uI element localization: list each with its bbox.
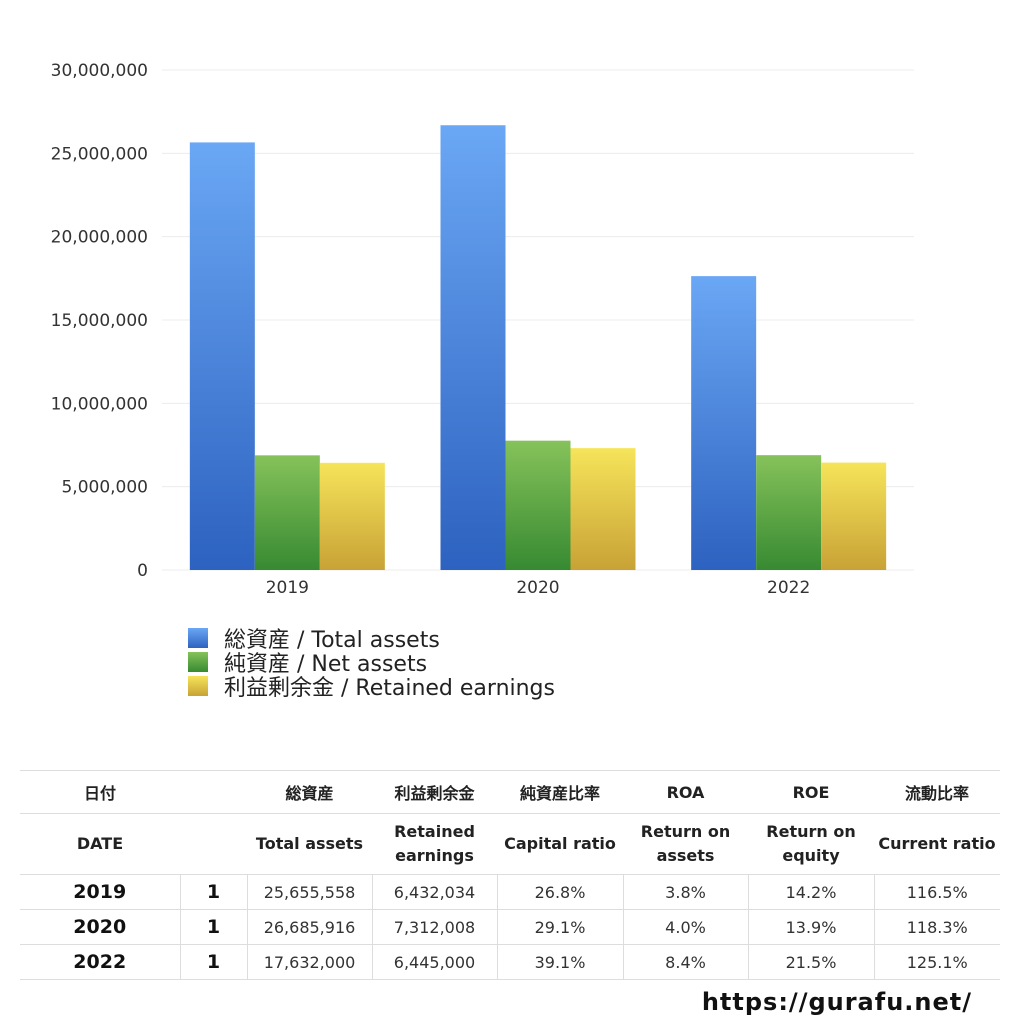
table-cell: 13.9% <box>747 909 875 945</box>
legend-swatch-retained-earnings <box>188 676 208 696</box>
table-cell: 116.5% <box>873 874 1000 910</box>
table-cell: 21.5% <box>747 944 875 980</box>
bar-total-assets <box>189 142 255 571</box>
legend-label: 純資産 / Net assets <box>224 652 428 677</box>
legend: 総資産 / Total assets 純資産 / Net assets 利益剰余… <box>188 626 555 701</box>
table-row: 2022 1 17,632,000 6,445,000 39.1% 8.4% 2… <box>20 944 1000 980</box>
y-tick-label: 5,000,000 <box>61 478 148 498</box>
table-cell: 7,312,008 <box>371 909 498 945</box>
financial-table: 日付 総資産 利益剰余金 純資産比率 ROA ROE 流動比率 DATE Tot… <box>20 770 1000 980</box>
bars <box>189 125 887 571</box>
bar-retained-earnings <box>570 448 636 570</box>
table-cell: 1 <box>179 909 248 945</box>
table-cell: 39.1% <box>496 944 624 980</box>
header-cell: ROA <box>623 770 748 814</box>
header-cell: 日付 <box>20 770 180 814</box>
x-axis: 2019 2020 2022 <box>266 578 811 598</box>
header-cell <box>180 770 247 814</box>
header-cell: Current ratio <box>874 813 1000 875</box>
table-cell: 1 <box>179 944 248 980</box>
legend-item-total-assets: 総資産 / Total assets <box>188 626 555 653</box>
header-cell: Retained earnings <box>372 813 497 875</box>
bar-net-assets <box>756 455 822 570</box>
table-row: 2020 1 26,685,916 7,312,008 29.1% 4.0% 1… <box>20 909 1000 945</box>
x-tick-label: 2019 <box>266 578 309 598</box>
table-cell: 2019 <box>20 874 181 910</box>
table-cell: 4.0% <box>622 909 749 945</box>
header-cell: DATE <box>20 813 180 875</box>
table-cell: 8.4% <box>622 944 749 980</box>
x-tick-label: 2020 <box>516 578 559 598</box>
bar-total-assets <box>440 125 506 570</box>
table-cell: 2022 <box>20 944 181 980</box>
bar-retained-earnings <box>319 462 385 570</box>
bar-chart: 30,000,000 25,000,000 20,000,000 15,000,000… <box>51 61 914 598</box>
header-cell: Capital ratio <box>497 813 623 875</box>
x-tick-label: 2022 <box>767 578 810 598</box>
table-cell: 29.1% <box>496 909 624 945</box>
header-cell: 総資産 <box>247 770 372 814</box>
legend-item-retained-earnings: 利益剰余金 / Retained earnings <box>188 674 555 701</box>
header-cell: Return on assets <box>623 813 748 875</box>
table-cell: 3.8% <box>622 874 749 910</box>
table-row: 2019 1 25,655,558 6,432,034 26.8% 3.8% 1… <box>20 874 1000 910</box>
table-cell: 17,632,000 <box>246 944 373 980</box>
table-cell: 125.1% <box>873 944 1000 980</box>
legend-swatch-total-assets <box>188 628 208 648</box>
legend-swatch-net-assets <box>188 652 208 672</box>
header-cell <box>180 813 247 875</box>
bar-net-assets <box>505 440 571 570</box>
y-tick-label: 15,000,000 <box>51 311 148 331</box>
table-header-jp: 日付 総資産 利益剰余金 純資産比率 ROA ROE 流動比率 <box>20 770 1000 814</box>
header-cell: ROE <box>748 770 874 814</box>
legend-label: 利益剰余金 / Retained earnings <box>224 676 555 701</box>
header-cell: 流動比率 <box>874 770 1000 814</box>
table-cell: 1 <box>179 874 248 910</box>
header-cell: Return on equity <box>748 813 874 875</box>
table-cell: 14.2% <box>747 874 875 910</box>
table-cell: 26,685,916 <box>246 909 373 945</box>
header-cell: 純資産比率 <box>497 770 623 814</box>
legend-item-net-assets: 純資産 / Net assets <box>188 650 555 677</box>
bar-retained-earnings <box>821 462 887 570</box>
header-cell: Total assets <box>247 813 372 875</box>
table-cell: 2020 <box>20 909 181 945</box>
y-axis: 30,000,000 25,000,000 20,000,000 15,000,000… <box>51 61 148 581</box>
table-cell: 118.3% <box>873 909 1000 945</box>
bar-total-assets <box>691 276 757 570</box>
y-tick-label: 20,000,000 <box>51 228 148 248</box>
bar-net-assets <box>254 455 320 570</box>
header-cell: 利益剰余金 <box>372 770 497 814</box>
legend-label: 総資産 / Total assets <box>224 628 440 653</box>
table-cell: 6,432,034 <box>371 874 498 910</box>
table-header-en: DATE Total assets Retained earnings Capi… <box>20 813 1000 875</box>
table-cell: 6,445,000 <box>371 944 498 980</box>
y-tick-label: 10,000,000 <box>51 394 148 414</box>
table-cell: 26.8% <box>496 874 624 910</box>
y-tick-label: 0 <box>137 561 148 581</box>
table-cell: 25,655,558 <box>246 874 373 910</box>
y-tick-label: 30,000,000 <box>51 61 148 81</box>
source-url: https://gurafu.net/ <box>701 988 972 1016</box>
y-tick-label: 25,000,000 <box>51 144 148 164</box>
